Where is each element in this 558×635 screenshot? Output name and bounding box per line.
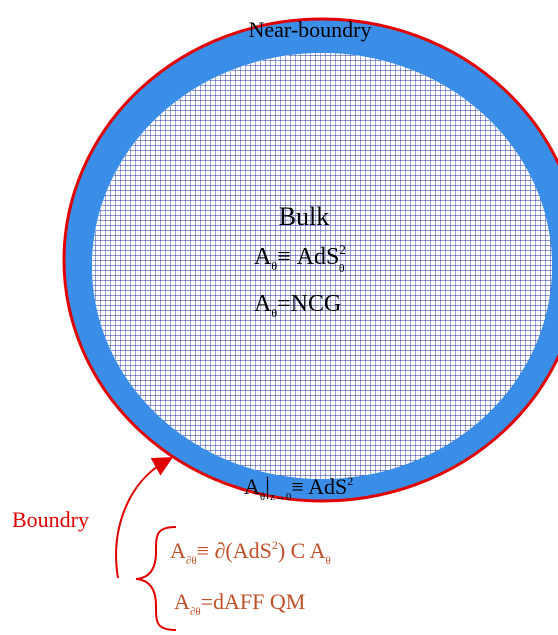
boundary-brace bbox=[135, 526, 177, 631]
near-boundary-label: Near-boundry bbox=[249, 17, 372, 42]
boundary-arrow bbox=[115, 457, 173, 579]
boundary-equation-1: A∂θ≡ ∂(AdS2) C Aθ bbox=[170, 538, 331, 567]
boundary-label: Boundry bbox=[12, 507, 89, 532]
bulk-equation-2: Aθ=NCG bbox=[254, 291, 341, 320]
bulk-region bbox=[92, 53, 552, 479]
boundary-equation-2: A∂θ=dAFF QM bbox=[174, 589, 305, 618]
near-boundary-equation: Aθ|z→0≡ AdS2 bbox=[244, 474, 353, 503]
bulk-label: Bulk bbox=[279, 202, 330, 231]
bulk-equation-1: Aθ≡ AdS2 θ bbox=[254, 242, 346, 275]
